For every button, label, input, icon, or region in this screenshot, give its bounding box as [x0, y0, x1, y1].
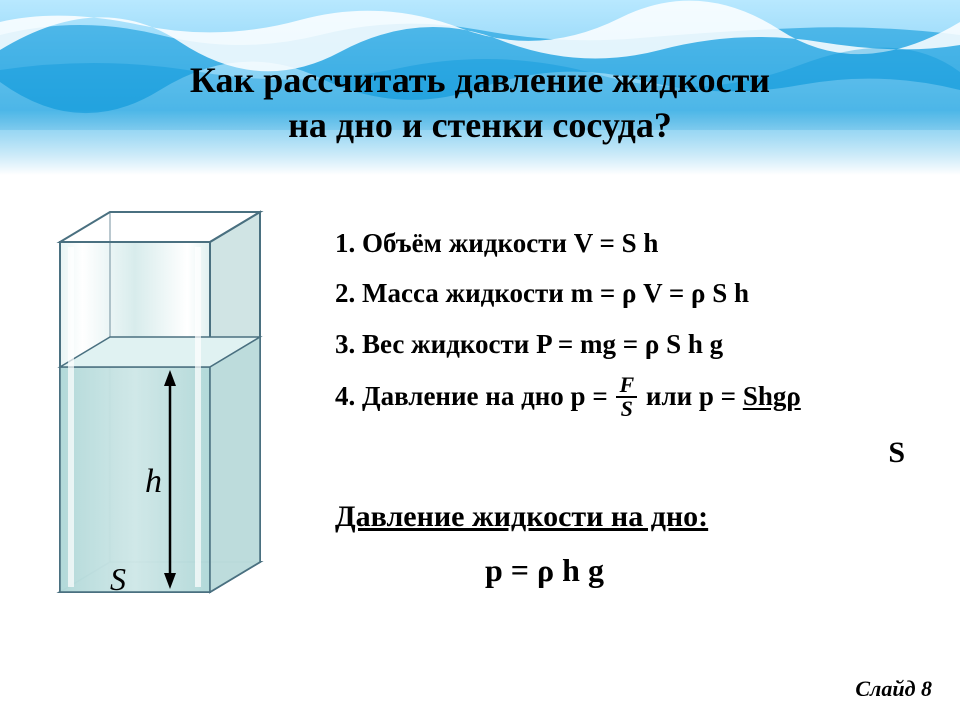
trail-s: S	[335, 436, 935, 470]
formulas-block: 1. Объём жидкости V = S h 2. Масса жидко…	[335, 225, 935, 589]
title-line-2: на дно и стенки сосуда?	[288, 105, 672, 145]
conclusion-formula: p = ρ h g	[335, 552, 935, 589]
formula-4a: 4. Давление на дно p =	[335, 382, 614, 412]
tank-diagram: h S	[40, 192, 280, 612]
formula-4c: Shgρ	[743, 382, 801, 412]
formula-2: 2. Масса жидкости m = ρ V = ρ S h	[335, 275, 935, 311]
formula-4: 4. Давление на дно p = FS или p = Shgρ	[335, 376, 935, 422]
label-s: S	[110, 561, 126, 597]
page-title: Как рассчитать давление жидкости на дно …	[0, 58, 960, 148]
formula-3: 3. Вес жидкости P = mg = ρ S h g	[335, 326, 935, 362]
title-line-1: Как рассчитать давление жидкости	[190, 60, 770, 100]
fraction-f-s: FS	[616, 374, 637, 420]
slide-number: Слайд 8	[855, 676, 932, 702]
conclusion-title: Давление жидкости на дно:	[335, 500, 935, 534]
formula-1: 1. Объём жидкости V = S h	[335, 225, 935, 261]
formula-4b: или p =	[639, 382, 743, 412]
label-h: h	[145, 463, 162, 500]
